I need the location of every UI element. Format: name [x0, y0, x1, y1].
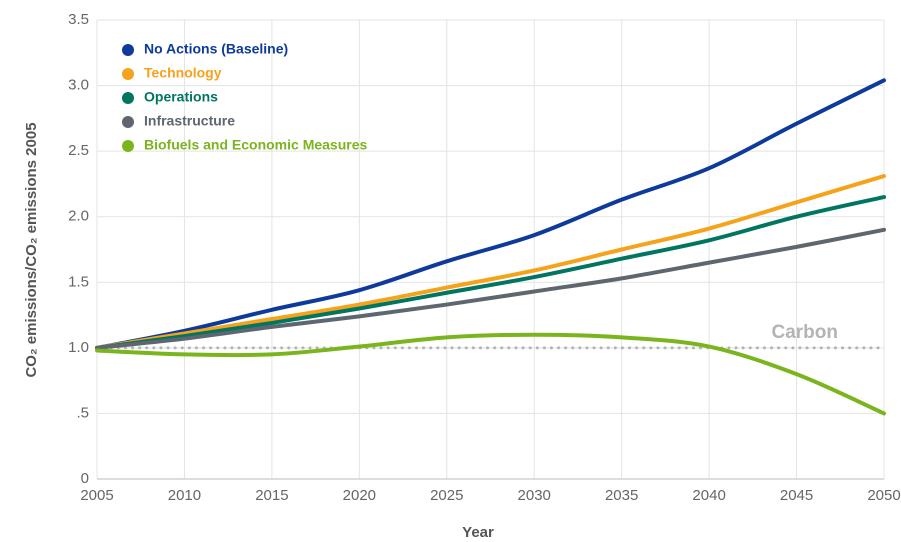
series-line [95, 78, 886, 350]
y-tick-label: 2.5 [68, 142, 89, 159]
y-tick-label: .5 [76, 404, 89, 421]
legend-marker [122, 140, 134, 152]
x-tick-label: 2045 [780, 487, 813, 504]
legend-marker [122, 92, 134, 104]
legend-label: Biofuels and Economic Measures [144, 137, 367, 153]
x-tick-label: 2030 [518, 487, 551, 504]
series-line [95, 174, 886, 350]
series-line [95, 195, 886, 350]
legend-marker [122, 44, 134, 56]
series-line [95, 227, 886, 350]
legend-label: Technology [144, 65, 222, 81]
y-tick-label: 3.5 [68, 11, 89, 28]
legend-label: Operations [144, 89, 218, 105]
y-tick-label: 0 [81, 470, 89, 487]
x-tick-label: 2015 [255, 487, 288, 504]
reference-label: Carbon [772, 322, 839, 343]
x-tick-label: 2005 [80, 487, 113, 504]
x-tick-label: 2025 [430, 487, 463, 504]
series-line [95, 332, 886, 416]
legend-label: No Actions (Baseline) [144, 41, 288, 57]
y-tick-label: 3.0 [68, 77, 89, 94]
legend-marker [122, 116, 134, 128]
x-tick-label: 2040 [692, 487, 725, 504]
y-tick-label: 1.0 [68, 339, 89, 356]
legend-marker [122, 68, 134, 80]
y-axis-title: CO₂ emissions/CO₂ emissions 2005 [23, 122, 40, 377]
x-tick-label: 2035 [605, 487, 638, 504]
y-tick-label: 2.0 [68, 208, 89, 225]
legend-label: Infrastructure [144, 113, 235, 129]
x-tick-label: 2050 [867, 487, 900, 504]
x-axis-title: Year [462, 524, 494, 541]
y-tick-label: 1.5 [68, 273, 89, 290]
x-tick-label: 2010 [168, 487, 201, 504]
x-tick-label: 2020 [343, 487, 376, 504]
